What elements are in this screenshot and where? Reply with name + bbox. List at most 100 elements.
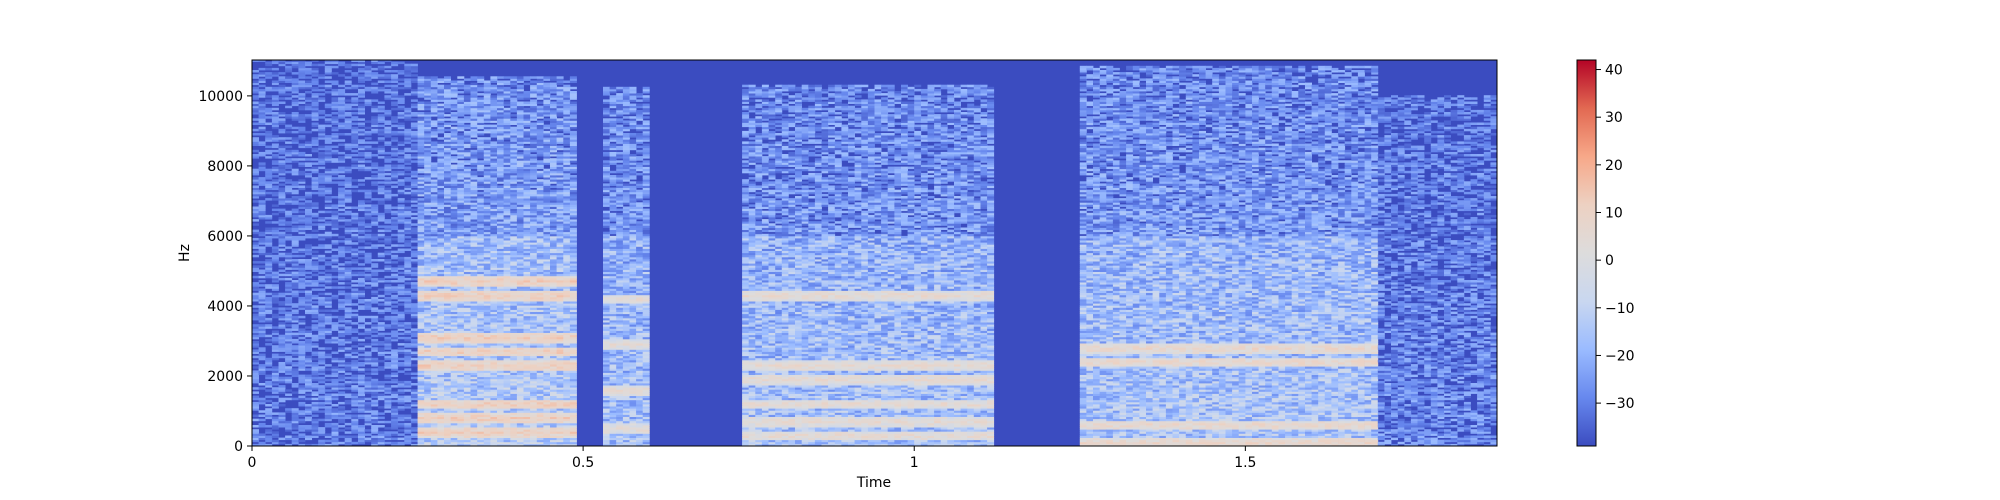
spectrogram-cell xyxy=(397,101,405,104)
spectrogram-cell xyxy=(450,330,458,333)
spectrogram-cell xyxy=(377,145,385,149)
spectrogram-cell xyxy=(497,286,504,289)
spectrogram-cell xyxy=(331,397,339,401)
spectrogram-cell xyxy=(252,406,259,409)
spectrogram-cell xyxy=(437,437,445,441)
spectrogram-cell xyxy=(371,368,379,371)
spectrogram-cell xyxy=(331,181,339,184)
spectrogram-cell xyxy=(437,185,445,188)
spectrogram-cell xyxy=(324,393,332,396)
spectrogram-cell xyxy=(318,378,326,382)
spectrogram-cell xyxy=(483,288,491,291)
spectrogram-cell xyxy=(318,332,326,336)
spectrogram-cell xyxy=(258,309,266,312)
spectrogram-cell xyxy=(430,341,438,344)
spectrogram-cell xyxy=(483,280,491,283)
spectrogram-cell xyxy=(377,433,385,436)
spectrogram-cell xyxy=(305,410,312,413)
spectrogram-cell xyxy=(457,263,465,266)
spectrogram-cell xyxy=(483,414,491,417)
spectrogram-cell xyxy=(384,296,392,300)
spectrogram-cell xyxy=(450,91,458,94)
spectrogram-cell xyxy=(338,156,346,159)
spectrogram-cell xyxy=(417,181,425,184)
spectrogram-cell xyxy=(417,156,425,159)
spectrogram-cell xyxy=(305,206,312,209)
spectrogram-cell xyxy=(457,80,465,83)
spectrogram-cell xyxy=(305,387,312,390)
spectrogram-cell xyxy=(417,242,425,245)
spectrogram-cell xyxy=(384,246,392,249)
spectrogram-cell xyxy=(331,261,339,264)
spectrogram-cell xyxy=(258,91,266,94)
spectrogram-cell xyxy=(391,91,399,94)
spectrogram-cell xyxy=(483,437,491,441)
spectrogram-cell xyxy=(463,248,471,251)
spectrogram-cell xyxy=(457,185,465,188)
spectrogram-cell xyxy=(397,124,405,128)
spectrogram-cell xyxy=(351,86,359,90)
spectrogram-cell xyxy=(351,154,359,157)
spectrogram-cell xyxy=(450,349,458,352)
spectrogram-cell xyxy=(457,164,465,167)
spectrogram-cell xyxy=(324,347,332,350)
spectrogram-cell xyxy=(397,328,405,331)
spectrogram-cell xyxy=(417,145,425,149)
spectrogram-cell xyxy=(470,269,478,272)
spectrogram-cell xyxy=(285,166,293,170)
spectrogram-cell xyxy=(470,420,478,424)
spectrogram-cell xyxy=(265,221,273,224)
spectrogram-cell xyxy=(364,65,372,69)
spectrogram-cell xyxy=(258,328,266,331)
spectrogram-cell xyxy=(291,72,299,75)
spectrogram-cell xyxy=(384,126,392,130)
spectrogram-cell xyxy=(351,404,359,407)
spectrogram-cell xyxy=(278,391,286,394)
spectrogram-cell xyxy=(470,179,478,182)
spectrogram-cell xyxy=(311,82,319,86)
spectrogram-cell xyxy=(410,273,418,277)
spectrogram-cell xyxy=(450,156,458,159)
spectrogram-cell xyxy=(271,116,279,119)
spectrogram-cell xyxy=(364,389,372,392)
spectrogram-cell xyxy=(470,362,478,365)
spectrogram-cell xyxy=(271,395,279,399)
spectrogram-cell xyxy=(344,330,352,333)
spectrogram-cell xyxy=(252,397,259,401)
spectrogram-cell xyxy=(384,198,392,201)
spectrogram-cell xyxy=(344,366,352,369)
spectrogram-cell xyxy=(457,156,465,159)
spectrogram-cell xyxy=(311,351,319,354)
spectrogram-cell xyxy=(497,303,504,306)
spectrogram-cell xyxy=(344,292,352,296)
spectrogram-cell xyxy=(391,93,399,96)
spectrogram-cell xyxy=(483,309,491,312)
spectrogram-cell xyxy=(298,401,306,405)
spectrogram-cell xyxy=(417,214,425,218)
spectrogram-cell xyxy=(252,439,259,443)
spectrogram-cell xyxy=(305,338,312,342)
spectrogram-cell xyxy=(417,158,425,161)
spectrogram-cell xyxy=(444,374,451,378)
spectrogram-cell xyxy=(324,198,332,201)
spectrogram-cell xyxy=(384,376,392,380)
spectrogram-cell xyxy=(258,168,266,172)
spectrogram-cell xyxy=(358,307,365,310)
spectrogram-cell xyxy=(410,376,418,380)
spectrogram-cell xyxy=(252,189,259,193)
spectrogram-cell xyxy=(358,389,365,392)
spectrogram-cell xyxy=(437,238,445,241)
spectrogram-cell xyxy=(358,133,365,136)
spectrogram-cell xyxy=(324,154,332,157)
spectrogram-cell xyxy=(424,101,432,104)
spectrogram-cell xyxy=(311,95,319,98)
spectrogram-cell xyxy=(298,380,306,384)
spectrogram-cell xyxy=(457,151,465,155)
spectrogram-cell xyxy=(424,97,432,100)
spectrogram-cell xyxy=(430,175,438,178)
spectrogram-cell xyxy=(463,303,471,306)
spectrogram-cell xyxy=(463,214,471,218)
spectrogram-cell xyxy=(298,362,306,365)
spectrogram-cell xyxy=(470,91,478,94)
spectrogram-cell xyxy=(305,362,312,365)
